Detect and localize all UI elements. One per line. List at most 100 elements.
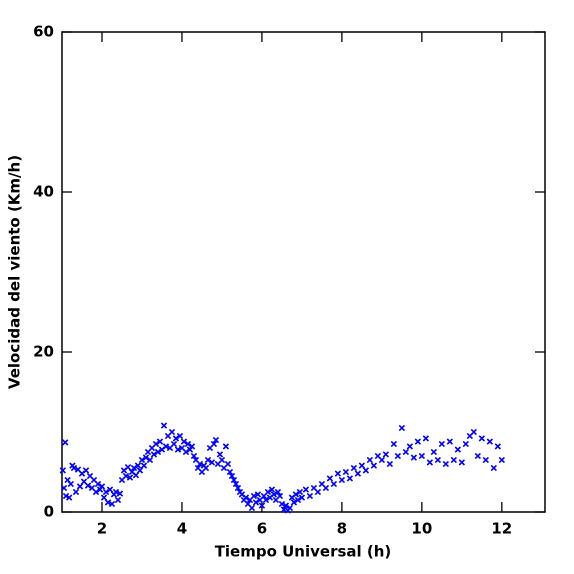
- point: [130, 464, 138, 472]
- point: [150, 451, 158, 458]
- point: [442, 460, 450, 468]
- point: [250, 492, 258, 500]
- point: [296, 488, 304, 496]
- point: [60, 484, 68, 492]
- point: [294, 496, 302, 504]
- point: [160, 422, 168, 429]
- point: [362, 467, 370, 474]
- point: [474, 452, 481, 460]
- point: [72, 488, 80, 496]
- point: [180, 438, 188, 445]
- point: [210, 440, 218, 448]
- point: [330, 480, 338, 488]
- point: [234, 484, 242, 492]
- point: [196, 460, 204, 468]
- point: [104, 499, 112, 506]
- point: [108, 500, 116, 508]
- point: [98, 483, 106, 490]
- point: [418, 452, 426, 460]
- point: [94, 480, 102, 488]
- point: [67, 480, 74, 488]
- point: [254, 491, 262, 498]
- point: [306, 492, 314, 500]
- point: [112, 488, 120, 496]
- point: [59, 467, 66, 474]
- point: [140, 462, 148, 469]
- point: [382, 451, 390, 458]
- point: [102, 488, 110, 496]
- point: [422, 435, 430, 442]
- point: [342, 468, 350, 476]
- point: [186, 446, 194, 453]
- point: [82, 467, 90, 474]
- point: [252, 499, 260, 506]
- point: [370, 462, 378, 469]
- point: [70, 464, 78, 472]
- point: [276, 492, 284, 500]
- point: [470, 428, 477, 436]
- point: [134, 462, 142, 469]
- point: [354, 470, 362, 477]
- point: [378, 456, 386, 464]
- point: [62, 439, 69, 446]
- point: [242, 494, 250, 501]
- point: [176, 432, 184, 440]
- point: [146, 456, 154, 464]
- point: [84, 482, 92, 489]
- point: [126, 474, 134, 481]
- point: [350, 464, 358, 472]
- point: [322, 484, 330, 492]
- point: [228, 472, 236, 480]
- point: [188, 443, 196, 450]
- point: [334, 470, 342, 477]
- point: [204, 456, 212, 464]
- point: [154, 448, 162, 456]
- point: [106, 486, 114, 493]
- point: [230, 476, 238, 484]
- point: [458, 459, 465, 466]
- point: [292, 491, 300, 498]
- point: [182, 448, 190, 456]
- point: [406, 443, 414, 450]
- point: [450, 456, 458, 464]
- point: [390, 440, 398, 448]
- point: [162, 443, 170, 450]
- point: [434, 456, 442, 464]
- point: [100, 494, 108, 501]
- x-tick-label: 12: [491, 520, 512, 538]
- point: [114, 496, 122, 504]
- point: [270, 491, 278, 498]
- point: [386, 460, 394, 468]
- point: [498, 456, 505, 464]
- x-tick-label: 2: [97, 520, 107, 538]
- point: [286, 504, 294, 512]
- point: [274, 488, 282, 496]
- point: [494, 443, 501, 450]
- point: [122, 472, 130, 480]
- point: [66, 494, 73, 501]
- point: [170, 440, 178, 448]
- point: [136, 467, 144, 474]
- point: [124, 464, 132, 471]
- point: [398, 424, 406, 432]
- point: [184, 440, 192, 448]
- point: [62, 492, 70, 500]
- point: [486, 438, 493, 445]
- point: [248, 504, 256, 512]
- point: [482, 456, 489, 464]
- point: [326, 475, 334, 482]
- point: [430, 448, 438, 456]
- point: [212, 436, 220, 444]
- point: [358, 462, 366, 469]
- point: [414, 438, 422, 445]
- point: [438, 440, 446, 448]
- y-tick-label: 0: [44, 503, 54, 521]
- x-axis-label: Tiempo Universal (h): [215, 543, 392, 561]
- point: [258, 502, 266, 509]
- point: [278, 500, 286, 508]
- point: [142, 454, 150, 461]
- point: [264, 488, 272, 496]
- point: [76, 483, 84, 490]
- point: [222, 443, 230, 450]
